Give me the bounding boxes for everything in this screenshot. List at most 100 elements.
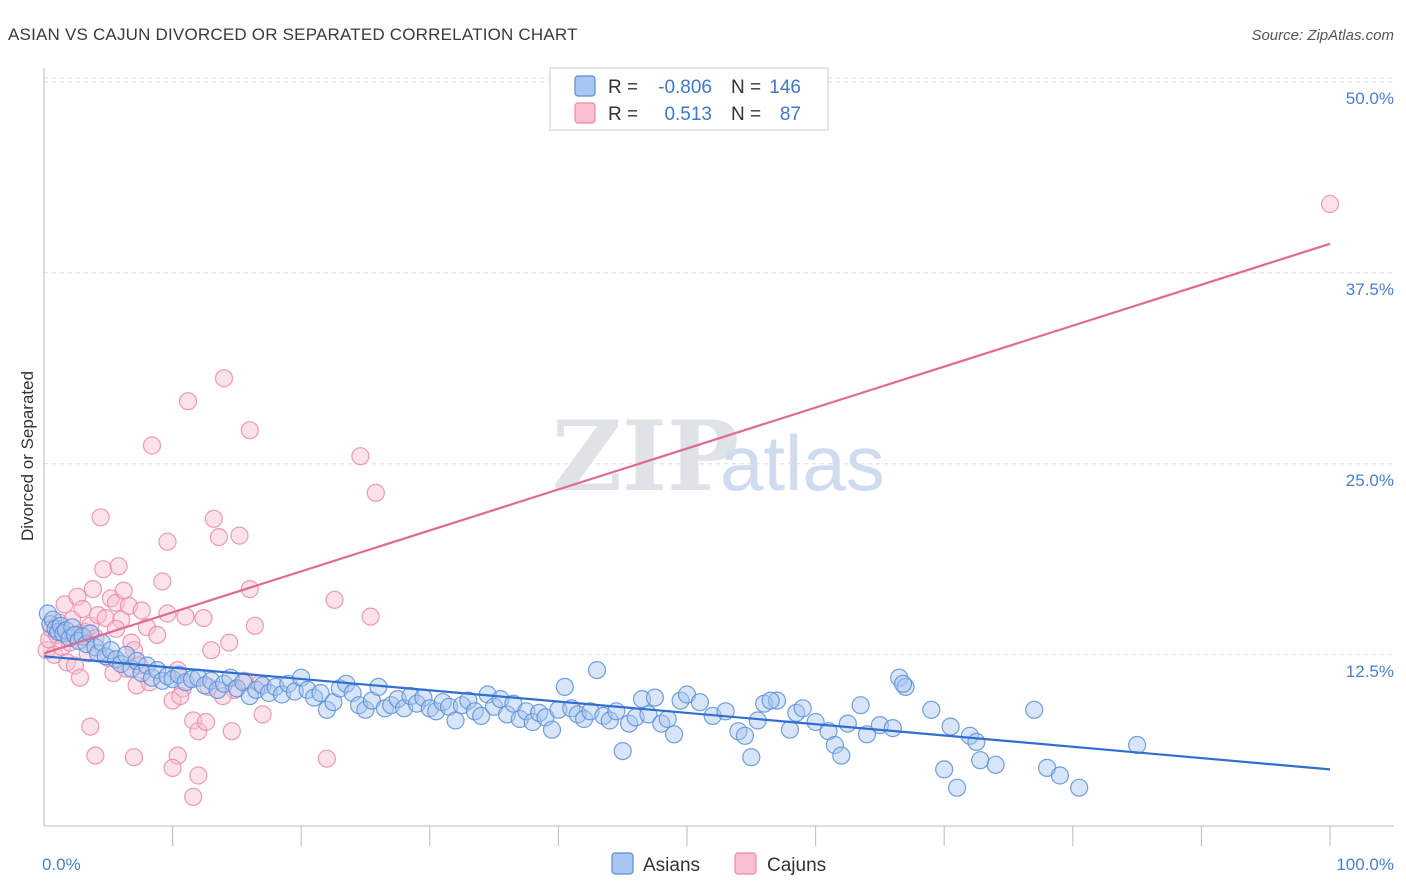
bottom-legend-cajuns: Cajuns [767, 855, 826, 876]
x-tick-label-0: 0.0% [42, 855, 81, 874]
asian-point-127 [832, 746, 851, 765]
cajun-point-41 [153, 572, 172, 591]
asian-point-61 [356, 700, 375, 719]
asian-point-75 [446, 711, 465, 730]
cajun-point-49 [194, 608, 213, 628]
asian-point-132 [883, 718, 902, 738]
asian-point-120 [767, 691, 787, 710]
correlation-legend: R = -0.806 N = 146 R = 0.513 N = 87 [549, 67, 829, 131]
bottom-legend-asians: Asians [643, 855, 700, 876]
cajun-point-84 [106, 619, 126, 638]
legend-cajun-n-label: N = [731, 104, 761, 125]
asian-point-129 [851, 696, 870, 715]
x-tick-label-100: 100.0% [1336, 855, 1394, 874]
cajun-point-39 [142, 436, 162, 455]
legend-cajun-n-value: 87 [780, 104, 801, 125]
cajun-point-65 [163, 758, 182, 778]
asian-point-123 [793, 699, 812, 718]
x-tick-marks [172, 826, 1331, 846]
cajun-point-77 [158, 532, 177, 551]
asian-point-108 [658, 709, 677, 729]
cajun-point-66 [222, 722, 241, 741]
cajun-point-21 [91, 508, 110, 527]
asian-point-136 [935, 760, 954, 779]
y-tick-labels: 12.5% 25.0% 37.5% 50.0% [1346, 89, 1394, 681]
cajun-point-70 [253, 705, 272, 724]
cajun-point-14 [73, 599, 92, 619]
cajun-point-67 [81, 717, 100, 736]
asian-point-128 [838, 714, 857, 733]
asian-point-54 [311, 683, 330, 703]
asian-point-77 [459, 691, 478, 710]
cajun-point-61 [124, 748, 144, 767]
legend-asian-swatch [574, 75, 596, 97]
asian-point-73 [433, 693, 452, 712]
y-tick-label-37-5: 37.5% [1346, 280, 1394, 299]
y-axis-label: Divorced or Separated [18, 371, 37, 541]
asian-point-134 [896, 677, 915, 697]
cajun-point-75 [361, 607, 380, 626]
cajun-point-83 [70, 668, 90, 687]
asian-trend-line [43, 655, 1331, 771]
cajun-point-69 [240, 579, 259, 599]
cajun-point-52 [209, 527, 228, 547]
cajun-point-71 [317, 749, 336, 768]
asian-point-149 [761, 691, 780, 710]
cajun-point-79 [196, 712, 216, 732]
cajun-point-62 [189, 766, 208, 785]
bottom-legend-asian-swatch [611, 852, 634, 875]
asian-point-144 [1050, 766, 1070, 785]
asian-point-112 [690, 693, 710, 712]
asian-point-145 [1070, 778, 1089, 797]
cajun-point-40 [148, 625, 167, 645]
cajun-point-76 [202, 641, 221, 660]
asian-point-135 [922, 700, 941, 719]
asian-point-106 [645, 688, 665, 707]
asian-point-97 [587, 660, 607, 680]
cajun-point-30 [114, 581, 133, 600]
legend-asian-r-label: R = [608, 77, 638, 98]
y-tick-label-25: 25.0% [1346, 471, 1394, 490]
asian-point-107 [652, 714, 671, 733]
legend-cajun-swatch [574, 102, 596, 124]
asian-point-142 [1025, 700, 1044, 719]
asian-point-124 [806, 712, 825, 732]
source-label: Source: ZipAtlas.com [1251, 27, 1394, 44]
cajun-point-48 [189, 722, 208, 741]
asian-point-148 [893, 674, 913, 693]
cajun-point-28 [109, 557, 128, 576]
y-tick-label-50: 50.0% [1346, 89, 1394, 108]
series-legend: Asians Cajuns [611, 852, 826, 876]
cajun-point-37 [132, 601, 151, 620]
bottom-legend-cajun-swatch [734, 852, 757, 875]
cajun-point-58 [240, 421, 259, 440]
y-tick-label-12-5: 12.5% [1346, 662, 1394, 681]
cajun-point-78 [171, 686, 190, 706]
legend-cajun-r-label: R = [608, 104, 638, 125]
asian-point-55 [317, 700, 336, 719]
legend-box [549, 67, 829, 131]
asian-point-147 [971, 751, 990, 770]
asian-point-79 [472, 706, 491, 726]
asian-point-99 [600, 711, 619, 730]
chart-title: ASIAN VS CAJUN DIVORCED OR SEPARATED COR… [8, 25, 578, 44]
asian-point-109 [664, 725, 684, 744]
asian-point-78 [465, 702, 484, 721]
cajun-point-85 [1320, 194, 1340, 214]
asian-point-53 [305, 688, 324, 707]
cajun-point-68 [86, 746, 105, 765]
cajun-point-72 [325, 590, 344, 609]
cajun-point-54 [220, 633, 239, 652]
asian-point-101 [613, 741, 632, 761]
cajun-trend-line [43, 242, 1331, 655]
asian-point-90 [542, 720, 562, 739]
legend-cajun-r-value: 0.513 [664, 104, 712, 125]
legend-asian-n-value: 146 [769, 77, 801, 98]
asian-point-137 [941, 717, 960, 736]
asian-point-121 [780, 720, 800, 739]
cajun-point-38 [137, 618, 156, 637]
cajun-point-59 [245, 616, 264, 635]
asian-points [38, 604, 1147, 797]
asian-point-126 [825, 735, 845, 755]
gridlines [44, 77, 1394, 656]
